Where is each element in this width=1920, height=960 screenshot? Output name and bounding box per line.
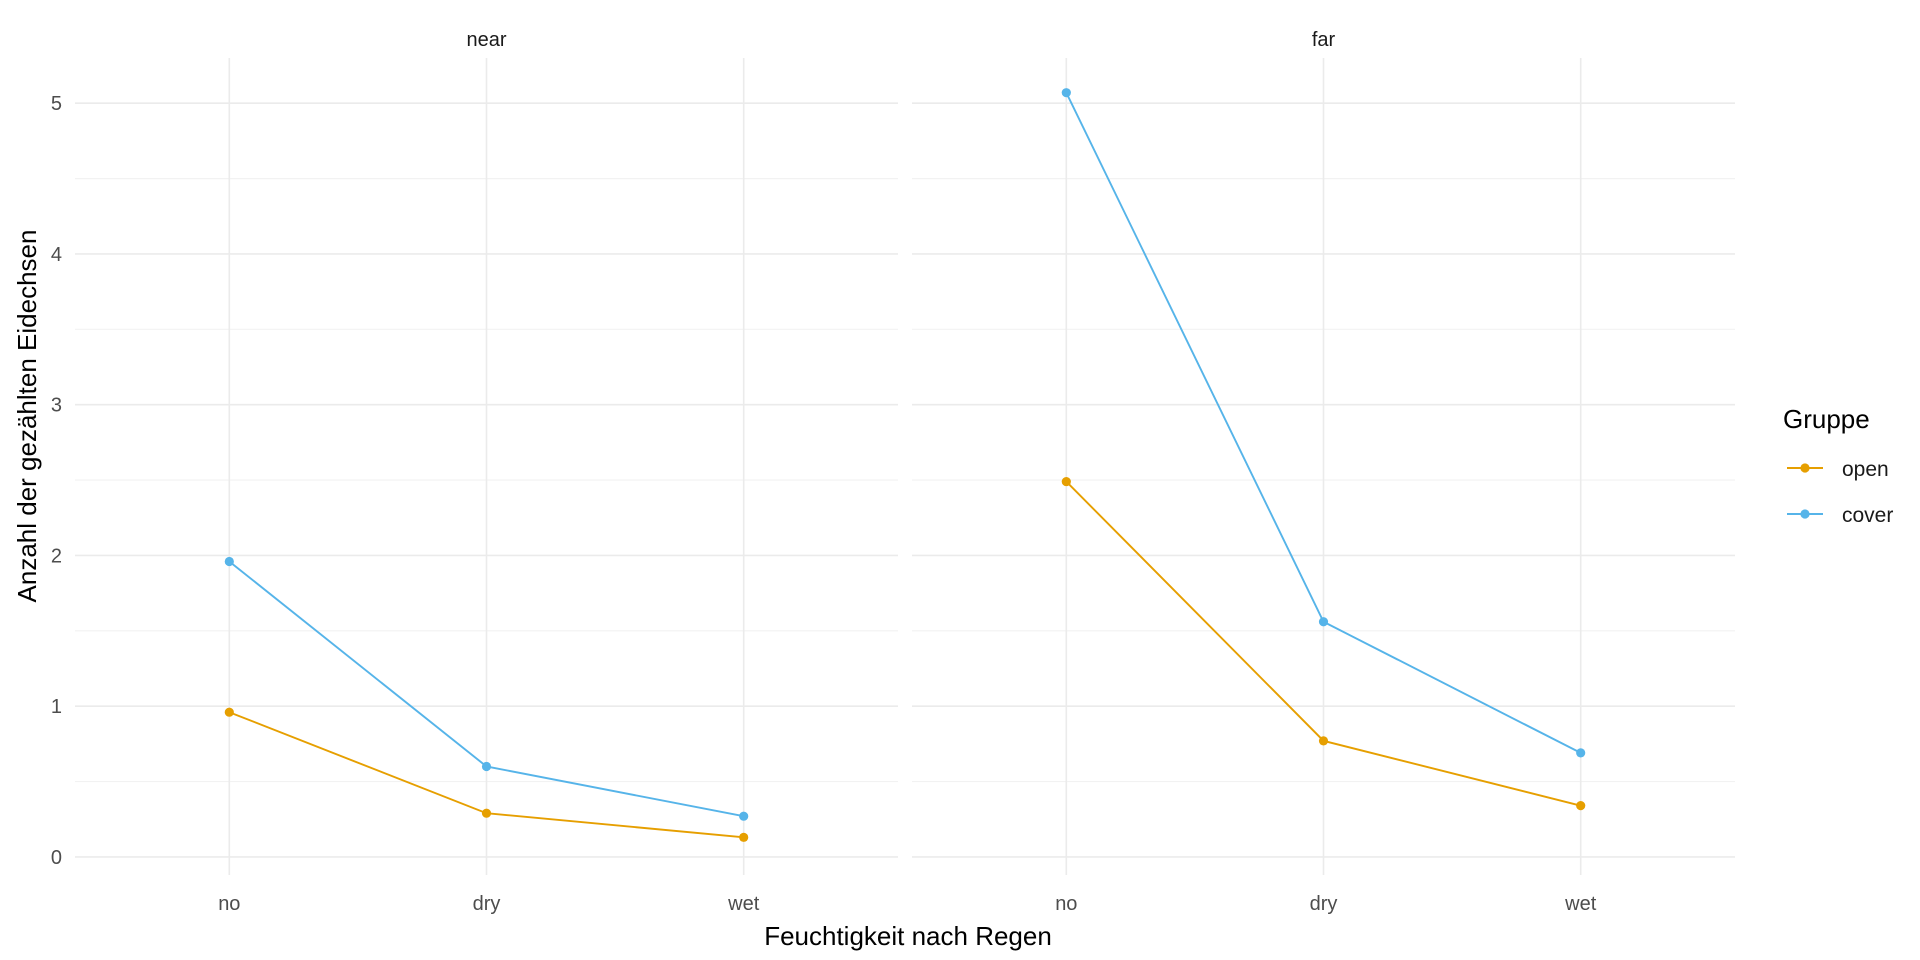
legend: Gruppe open cover xyxy=(1783,404,1893,527)
data-point xyxy=(481,761,492,772)
y-tick-label: 0 xyxy=(51,847,62,869)
x-tick-label: no xyxy=(218,893,240,915)
data-point xyxy=(1576,748,1586,758)
y-tick-label: 3 xyxy=(51,395,62,417)
x-tick-label: wet xyxy=(1564,893,1597,915)
data-point xyxy=(739,811,749,821)
series-cover xyxy=(224,556,749,821)
legend-item-cover: cover xyxy=(1787,504,1893,527)
data-point xyxy=(1576,801,1586,811)
legend-key-point xyxy=(1800,463,1810,473)
data-point xyxy=(1318,617,1329,627)
x-axis-title: Feuchtigkeit nach Regen xyxy=(764,921,1052,951)
data-point xyxy=(224,707,234,717)
x-tick-label: wet xyxy=(727,893,760,915)
y-tick-label: 1 xyxy=(51,696,62,718)
x-tick-label: dry xyxy=(473,893,501,915)
panel-far: far no dry wet xyxy=(912,29,1735,915)
legend-label: open xyxy=(1842,458,1889,481)
x-tick-label: dry xyxy=(1310,893,1338,915)
panel-near: near no dry wet xyxy=(75,29,898,915)
legend-item-open: open xyxy=(1787,458,1889,481)
series-open xyxy=(1061,476,1586,811)
data-point xyxy=(1061,88,1071,98)
data-point xyxy=(739,832,749,842)
legend-label: cover xyxy=(1842,504,1893,527)
data-point xyxy=(481,808,492,818)
y-axis: 0 1 2 3 4 5 xyxy=(51,93,62,869)
legend-title: Gruppe xyxy=(1783,404,1870,434)
y-tick-label: 2 xyxy=(51,545,62,567)
y-tick-label: 4 xyxy=(51,244,62,266)
data-point xyxy=(1061,476,1071,487)
series-open xyxy=(224,707,749,842)
facet-label: near xyxy=(466,29,506,51)
data-point xyxy=(1318,736,1329,746)
facet-label: far xyxy=(1312,29,1336,51)
series-cover xyxy=(1061,88,1586,758)
legend-key-point xyxy=(1800,509,1810,519)
y-axis-title: Anzahl der gezählten Eidechsen xyxy=(12,230,42,603)
data-point xyxy=(224,556,234,567)
panels-layer: near no dry wet far no dry wet xyxy=(75,29,1735,915)
y-tick-label: 5 xyxy=(51,93,62,115)
x-tick-label: no xyxy=(1055,893,1077,915)
